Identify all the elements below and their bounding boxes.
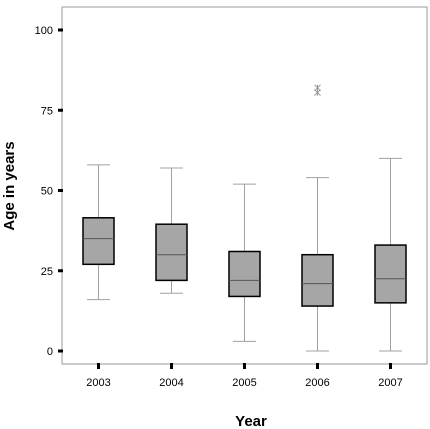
iqr-box [228, 250, 261, 298]
box-2005 [228, 183, 261, 342]
iqr-box [301, 253, 334, 307]
box-2003 [82, 164, 115, 301]
box-2004 [155, 167, 188, 294]
box-2006 [301, 84, 334, 352]
iqr-box [155, 223, 188, 282]
x-axis: 2003 2004 2005 2006 2007 [86, 363, 403, 389]
boxes [82, 84, 407, 352]
y-tick-label-100: 100 [35, 25, 53, 37]
y-tick-label-0: 0 [47, 346, 53, 358]
y-tick-label-50: 50 [41, 186, 53, 198]
x-axis-title: Year [235, 413, 267, 429]
iqr-box [374, 244, 407, 304]
x-tick-label-2006: 2006 [305, 377, 329, 389]
x-tick-label-2003: 2003 [86, 377, 110, 389]
x-tick-label-2005: 2005 [232, 377, 256, 389]
x-tick-label-2004: 2004 [159, 377, 183, 389]
iqr-box [82, 217, 115, 266]
y-axis: 0 25 50 75 100 [35, 25, 63, 358]
x-tick-label-2007: 2007 [378, 377, 402, 389]
outlier-marker [314, 84, 321, 92]
y-tick-label-75: 75 [41, 105, 53, 117]
y-tick-label-25: 25 [41, 266, 53, 278]
box-2007 [374, 157, 407, 352]
y-axis-title: Age in years [1, 141, 18, 230]
